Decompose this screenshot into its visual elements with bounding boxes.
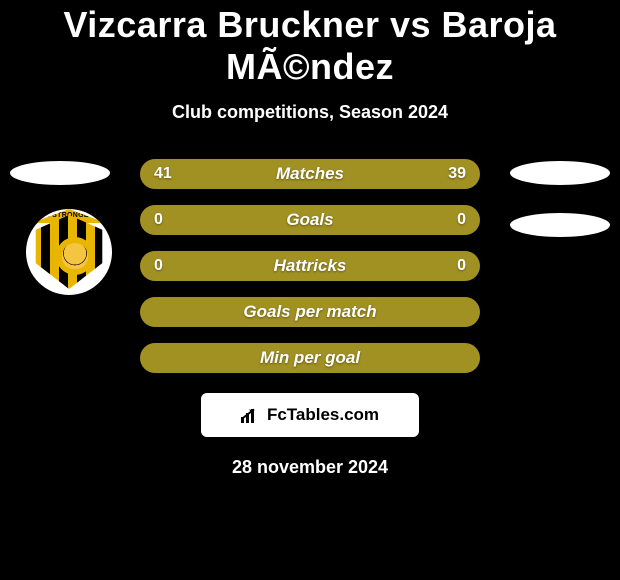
stat-left-value: 41: [154, 165, 178, 183]
attribution-box[interactable]: FcTables.com: [201, 393, 419, 437]
chart-icon: [241, 407, 261, 423]
stat-row-mpg: Min per goal: [140, 343, 480, 373]
stat-row-matches: 41 Matches 39: [140, 159, 480, 189]
stat-label: Matches: [276, 164, 344, 184]
stat-right-value: 0: [442, 211, 466, 229]
player-pill-right-2: [510, 213, 610, 237]
stat-left-value: 0: [154, 257, 178, 275]
page-subtitle: Club competitions, Season 2024: [0, 102, 620, 123]
date-text: 28 november 2024: [0, 457, 620, 478]
player-pill-right-1: [510, 161, 610, 185]
attribution-text: FcTables.com: [267, 405, 379, 425]
container: Vizcarra Bruckner vs Baroja MÃ©ndez Club…: [0, 0, 620, 478]
stat-row-gpm: Goals per match: [140, 297, 480, 327]
stat-right-value: 39: [442, 165, 466, 183]
badge-center: [56, 237, 94, 275]
player-pill-left: [10, 161, 110, 185]
stat-label: Hattricks: [274, 256, 347, 276]
stat-label: Goals: [286, 210, 333, 230]
stat-left-value: 0: [154, 211, 178, 229]
club-badge: HE STRONGEST: [26, 209, 112, 295]
stat-label: Min per goal: [260, 348, 360, 368]
stat-row-hattricks: 0 Hattricks 0: [140, 251, 480, 281]
badge-stripes: [32, 215, 106, 289]
stats-area: HE STRONGEST 41 Matches 39 0 Goals 0 0 H…: [0, 159, 620, 373]
stat-row-goals: 0 Goals 0: [140, 205, 480, 235]
page-title: Vizcarra Bruckner vs Baroja MÃ©ndez: [0, 4, 620, 88]
tiger-icon: [62, 243, 88, 269]
stat-right-value: 0: [442, 257, 466, 275]
stat-label: Goals per match: [243, 302, 376, 322]
